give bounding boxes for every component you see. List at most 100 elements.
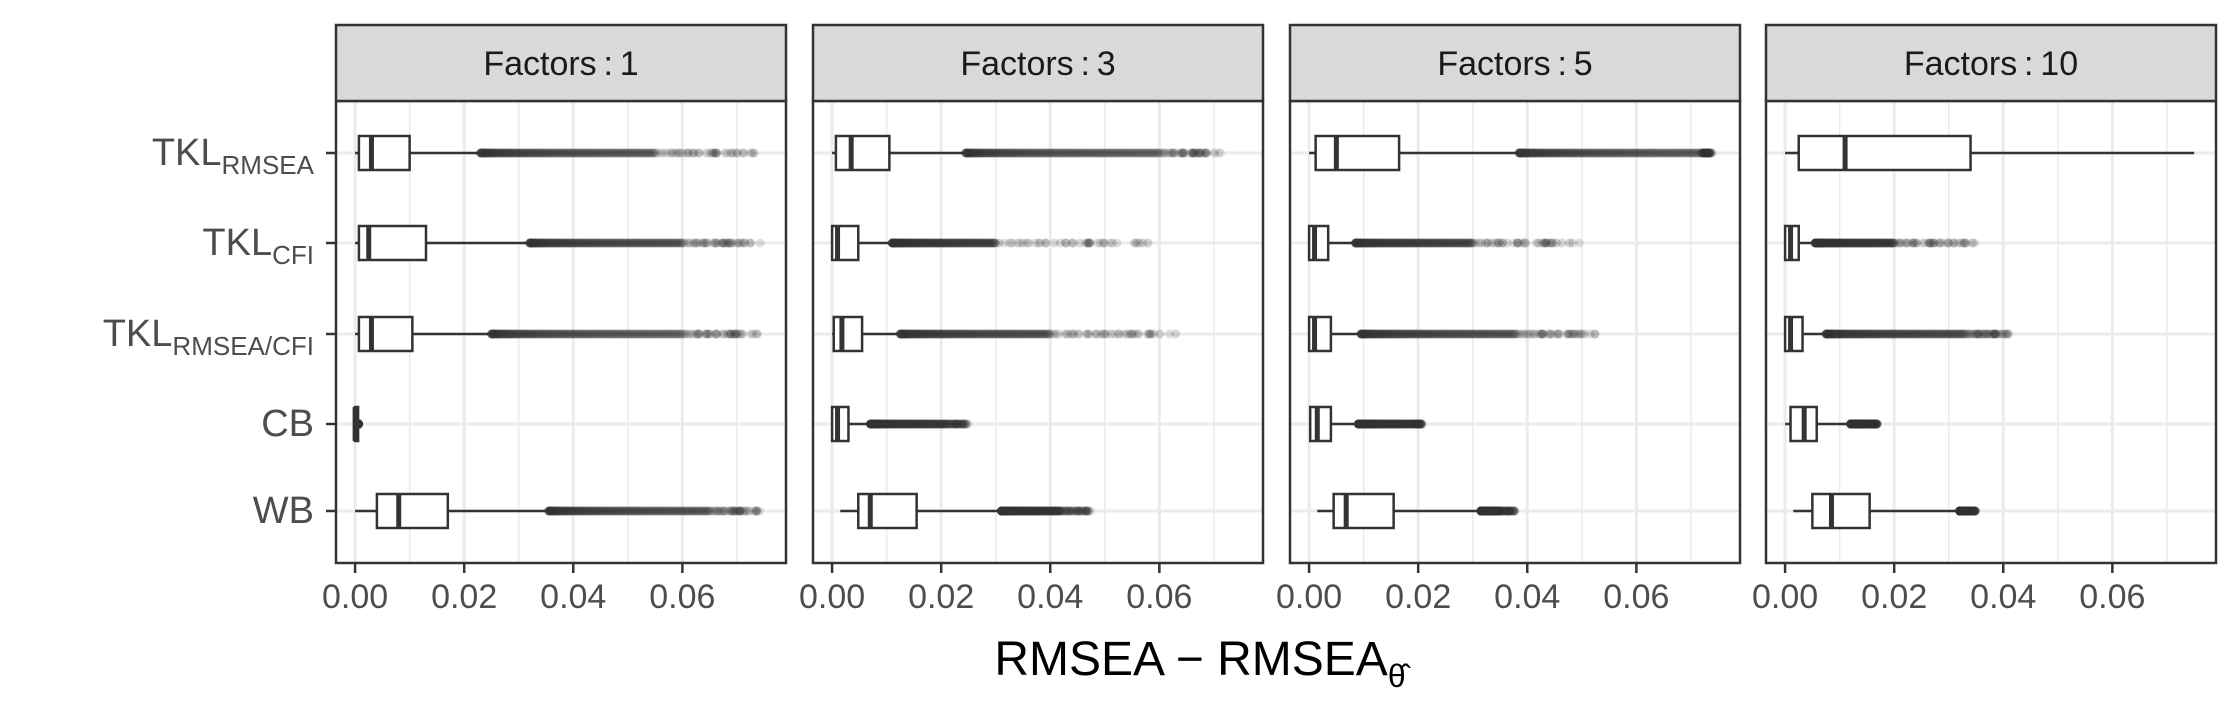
- outlier-point: [507, 329, 517, 339]
- outlier-point: [1063, 506, 1073, 516]
- outlier-point: [1854, 419, 1864, 429]
- outlier-point: [596, 238, 606, 248]
- outlier-point: [1853, 238, 1863, 248]
- outlier-point: [867, 419, 877, 429]
- outlier-point: [734, 506, 744, 516]
- outlier-point: [924, 329, 934, 339]
- outlier-point: [1356, 419, 1366, 429]
- box-tklrmsea-factors-10: [1785, 134, 2195, 172]
- outlier-point: [601, 148, 611, 158]
- outlier-point: [617, 238, 627, 248]
- outlier-point: [1000, 506, 1010, 516]
- box-tklcfi-factors-1: [355, 224, 765, 262]
- outlier-point: [1411, 419, 1421, 429]
- outlier-point: [1472, 329, 1482, 339]
- outlier-point: [1651, 148, 1661, 158]
- outlier-point: [578, 238, 588, 248]
- outlier-point: [904, 329, 914, 339]
- outlier-point: [1870, 419, 1880, 429]
- outlier-point: [1028, 506, 1038, 516]
- outlier-point: [1154, 148, 1164, 158]
- facet-panel-5: Factors : 50.00 0.02 0.04 0.06: [1276, 23, 1742, 616]
- outlier-point: [481, 148, 491, 158]
- outlier-point: [739, 148, 749, 158]
- outlier-point: [529, 148, 539, 158]
- outlier-point: [1362, 419, 1372, 429]
- outlier-point: [1868, 419, 1878, 429]
- outlier-point: [1863, 419, 1873, 429]
- outlier-point: [1357, 419, 1367, 429]
- outlier-point: [1956, 506, 1966, 516]
- outlier-point: [1854, 419, 1864, 429]
- outlier-point: [1504, 506, 1514, 516]
- outlier-point: [566, 329, 576, 339]
- outlier-point: [903, 419, 913, 429]
- outlier-point: [1169, 148, 1179, 158]
- outlier-point: [1413, 419, 1423, 429]
- outlier-point: [1376, 238, 1386, 248]
- outlier-point: [589, 238, 599, 248]
- outlier-point: [1818, 238, 1828, 248]
- outlier-point: [641, 506, 651, 516]
- outlier-point: [611, 506, 621, 516]
- outlier-point: [1821, 238, 1831, 248]
- outlier-point: [1414, 419, 1424, 429]
- outlier-point: [1619, 148, 1629, 158]
- outlier-point: [730, 329, 740, 339]
- outlier-point: [572, 148, 582, 158]
- outlier-point: [710, 148, 720, 158]
- outlier-point: [1367, 419, 1377, 429]
- outlier-point: [1564, 329, 1574, 339]
- outlier-point: [1590, 329, 1600, 339]
- outlier-point: [1359, 329, 1369, 339]
- outlier-point: [1083, 238, 1093, 248]
- outlier-point: [1852, 419, 1862, 429]
- outlier-point: [1449, 238, 1459, 248]
- outlier-point: [1852, 238, 1862, 248]
- outlier-point: [691, 238, 701, 248]
- outlier-point: [1072, 506, 1082, 516]
- outlier-point: [1138, 148, 1148, 158]
- outlier-point: [1541, 238, 1551, 248]
- outlier-point: [900, 419, 910, 429]
- outlier-point: [1873, 329, 1883, 339]
- outlier-point: [646, 238, 656, 248]
- outlier-point: [1527, 148, 1537, 158]
- outlier-point: [903, 238, 913, 248]
- outlier-point: [1703, 148, 1713, 158]
- outlier-point: [1963, 506, 1973, 516]
- outlier-point: [621, 238, 631, 248]
- outlier-point: [1378, 419, 1388, 429]
- outlier-point: [1012, 506, 1022, 516]
- outlier-point: [1838, 329, 1848, 339]
- outlier-point: [1474, 238, 1484, 248]
- outlier-point: [1398, 238, 1408, 248]
- outlier-point: [1571, 148, 1581, 158]
- outlier-point: [681, 329, 691, 339]
- outlier-point: [1962, 506, 1972, 516]
- outlier-point: [659, 238, 669, 248]
- outlier-point: [1413, 329, 1423, 339]
- outlier-point: [1853, 419, 1863, 429]
- outlier-point: [1365, 329, 1375, 339]
- outlier-point: [1944, 329, 1954, 339]
- outlier-point: [1427, 238, 1437, 248]
- outlier-point: [1961, 506, 1971, 516]
- outlier-point: [1955, 506, 1965, 516]
- outlier-point: [571, 238, 581, 248]
- outlier-point: [1859, 329, 1869, 339]
- outlier-point: [962, 329, 972, 339]
- outlier-point: [1479, 506, 1489, 516]
- outlier-point: [1013, 148, 1023, 158]
- outlier-point: [1966, 506, 1976, 516]
- outlier-point: [921, 238, 931, 248]
- outlier-point: [719, 238, 729, 248]
- outlier-point: [1499, 506, 1509, 516]
- outlier-point: [1412, 238, 1422, 248]
- box-tklcfi-factors-5: [1307, 224, 1584, 262]
- outlier-point: [1355, 419, 1365, 429]
- outlier-point: [536, 238, 546, 248]
- outlier-point: [601, 506, 611, 516]
- outlier-point: [501, 148, 511, 158]
- outlier-point: [915, 329, 925, 339]
